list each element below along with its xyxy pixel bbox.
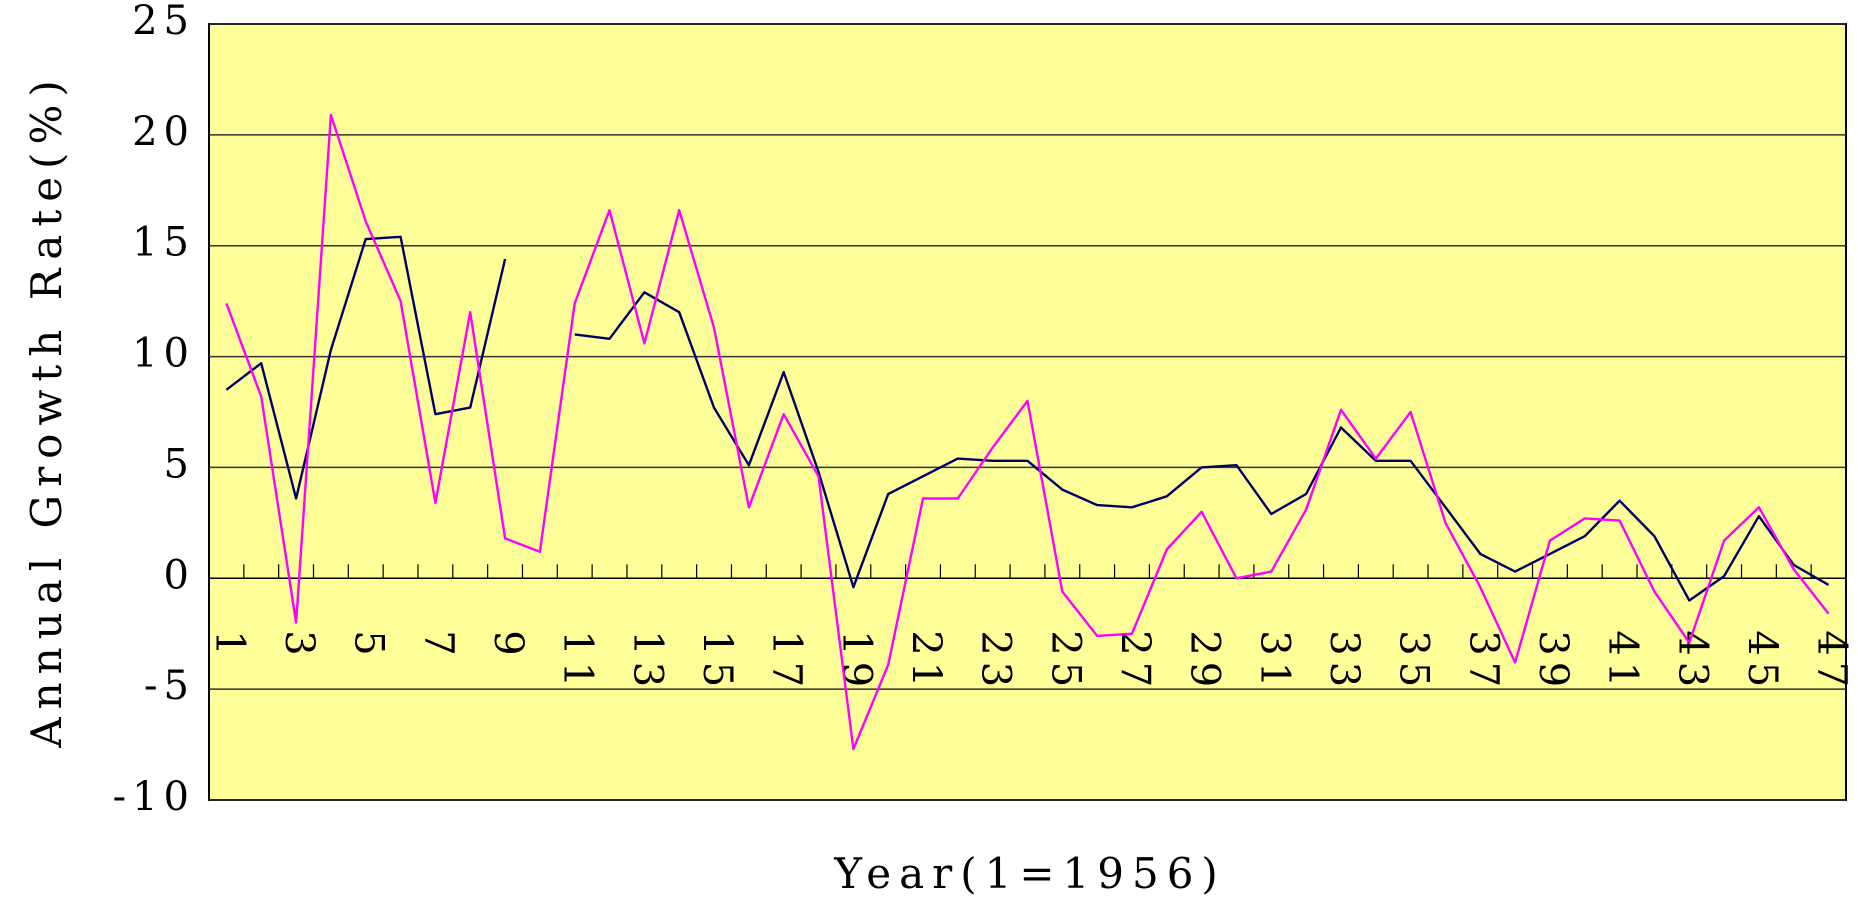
x-tick-label: 7	[415, 630, 461, 661]
y-tick-label: 10	[132, 331, 195, 377]
x-tick-label: 31	[1251, 630, 1297, 693]
x-tick-label: 39	[1530, 630, 1576, 693]
x-tick-label: 21	[903, 630, 949, 693]
x-tick-label: 41	[1600, 630, 1646, 693]
x-tick-label: 15	[694, 630, 740, 693]
x-tick-label: 35	[1391, 630, 1437, 693]
x-tick-label: 45	[1739, 630, 1785, 693]
x-tick-label: 11	[555, 630, 601, 693]
x-tick-label: 5	[346, 630, 392, 661]
x-tick-label: 9	[485, 630, 531, 661]
x-tick-label: 25	[1042, 630, 1088, 693]
y-axis-title: Annual Growth Rate(%)	[22, 72, 71, 749]
x-tick-label: 23	[973, 630, 1019, 693]
x-tick-label: 17	[764, 630, 810, 693]
plot-area	[208, 23, 1847, 801]
x-tick-label: 37	[1460, 630, 1506, 693]
series-line	[225, 113, 1830, 751]
x-tick-label: 47	[1809, 630, 1855, 693]
x-tick-label: 43	[1669, 630, 1715, 693]
x-tick-label: 27	[1112, 630, 1158, 693]
y-tick-label: 15	[132, 220, 195, 266]
x-tick-label: 3	[276, 630, 322, 661]
x-tick-label: 33	[1321, 630, 1367, 693]
x-tick-label: 29	[1182, 630, 1228, 693]
x-tick-label: 1	[206, 630, 252, 661]
y-tick-label: 25	[132, 0, 195, 44]
y-tick-label: -5	[144, 663, 195, 709]
y-tick-label: 20	[132, 109, 195, 155]
y-tick-label: -10	[113, 774, 195, 820]
x-tick-label: 19	[833, 630, 879, 693]
y-tick-label: 5	[164, 441, 195, 487]
x-tick-label: 13	[624, 630, 670, 693]
series-line	[225, 235, 1830, 602]
x-axis-title: Year(1=1956)	[833, 849, 1226, 898]
y-tick-label: 0	[164, 552, 195, 598]
